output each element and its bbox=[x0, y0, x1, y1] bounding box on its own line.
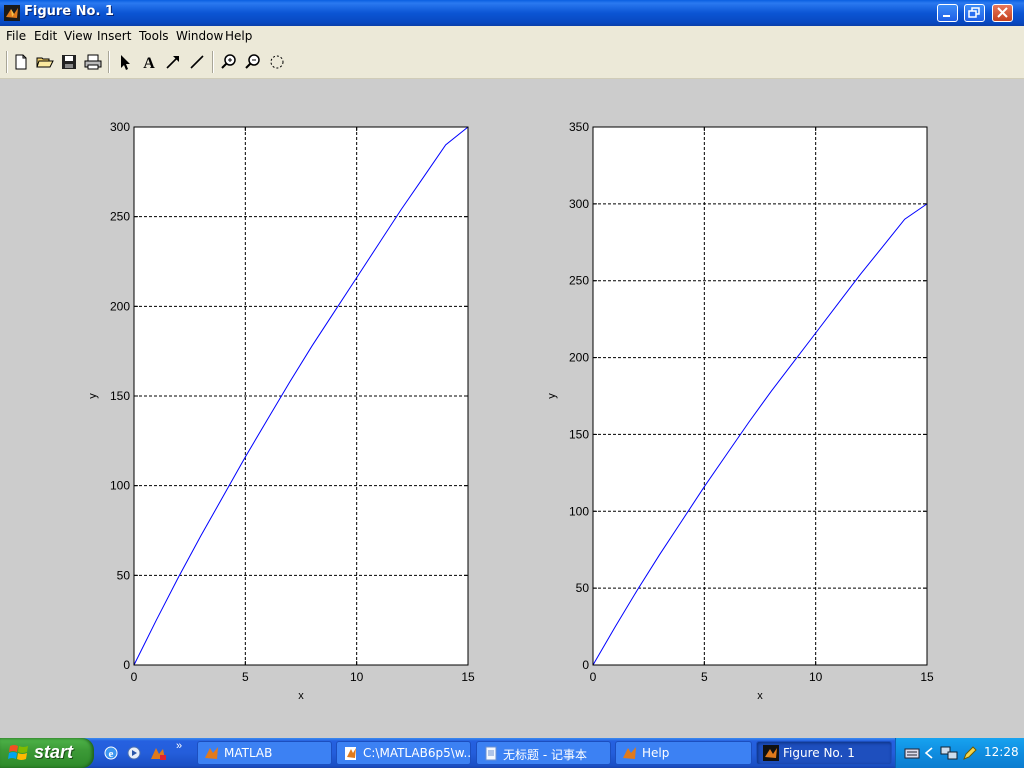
taskbar-button-editor[interactable]: C:\MATLAB6p5\w... bbox=[336, 741, 471, 765]
menu-bar: File Edit View Insert Tools Window Help bbox=[0, 26, 1024, 46]
y-tick-label: 250 bbox=[110, 210, 130, 224]
print-icon[interactable] bbox=[83, 52, 103, 72]
matlab-help-icon bbox=[623, 747, 636, 759]
start-label: start bbox=[34, 742, 74, 762]
save-icon[interactable] bbox=[59, 52, 79, 72]
open-folder-icon[interactable] bbox=[35, 52, 55, 72]
matlab-logo-icon bbox=[4, 5, 20, 21]
x-tick-label: 15 bbox=[461, 670, 475, 684]
menu-edit[interactable]: Edit bbox=[34, 29, 58, 43]
taskbar-button-label: 无标题 - 记事本 bbox=[503, 748, 587, 762]
taskbar-button-label: C:\MATLAB6p5\w... bbox=[363, 746, 471, 760]
taskbar-button-label: Help bbox=[642, 746, 670, 760]
ie-icon[interactable]: e bbox=[103, 745, 119, 761]
system-tray: 12:28 bbox=[895, 738, 1024, 768]
y-tick-label: 300 bbox=[110, 120, 130, 134]
menu-view[interactable]: View bbox=[64, 29, 93, 43]
close-icon bbox=[997, 7, 1008, 18]
insert-line-icon[interactable] bbox=[187, 52, 207, 72]
toolbar-grip bbox=[6, 51, 8, 73]
matlab-icon bbox=[205, 747, 218, 759]
y-tick-label: 100 bbox=[110, 479, 130, 493]
x-axis-label: x bbox=[298, 690, 304, 702]
restore-button[interactable] bbox=[964, 4, 985, 22]
y-tick-label: 350 bbox=[569, 120, 589, 134]
taskbar-overflow-chevron-icon[interactable]: » bbox=[176, 740, 183, 752]
title-bar[interactable]: Figure No. 1 bbox=[0, 0, 1024, 26]
insert-arrow-icon[interactable] bbox=[163, 52, 183, 72]
outlook-icon[interactable] bbox=[149, 745, 167, 761]
minimize-icon bbox=[943, 15, 950, 17]
insert-text-icon[interactable]: A bbox=[139, 52, 159, 72]
media-player-icon[interactable] bbox=[126, 745, 142, 761]
x-tick-label: 5 bbox=[701, 670, 708, 684]
zoom-out-icon[interactable] bbox=[243, 52, 263, 72]
restore-icon bbox=[968, 7, 980, 18]
toolbar-separator bbox=[108, 51, 110, 73]
axes-frame bbox=[592, 126, 928, 666]
minimize-button[interactable] bbox=[937, 4, 958, 22]
x-tick-label: 0 bbox=[131, 670, 138, 684]
pen-tool-icon[interactable] bbox=[962, 745, 978, 761]
y-tick-label: 300 bbox=[569, 197, 589, 211]
data-line bbox=[592, 203, 928, 666]
x-tick-label: 0 bbox=[590, 670, 597, 684]
taskbar-button-figure[interactable]: Figure No. 1 bbox=[756, 741, 892, 765]
zoom-in-icon[interactable] bbox=[219, 52, 239, 72]
y-tick-label: 250 bbox=[569, 274, 589, 288]
start-button[interactable]: start bbox=[0, 738, 94, 768]
windows-logo-icon bbox=[8, 745, 28, 760]
x-tick-label: 15 bbox=[920, 670, 934, 684]
y-tick-label: 200 bbox=[110, 299, 130, 313]
tray-clock: 12:28 bbox=[984, 745, 1019, 759]
y-axis-label: y bbox=[546, 393, 558, 399]
svg-text:e: e bbox=[109, 748, 114, 760]
toolbar-separator bbox=[212, 51, 214, 73]
data-line bbox=[133, 126, 469, 666]
x-tick-label: 10 bbox=[350, 670, 364, 684]
y-axis-label: y bbox=[87, 393, 99, 399]
menu-file[interactable]: File bbox=[6, 29, 27, 43]
tray-expand-chevron-icon[interactable] bbox=[924, 747, 934, 759]
menu-tools[interactable]: Tools bbox=[139, 29, 169, 43]
taskbar-button-help[interactable]: Help bbox=[615, 741, 752, 765]
y-tick-label: 150 bbox=[569, 427, 589, 441]
menu-window[interactable]: Window bbox=[176, 29, 224, 43]
rotate-3d-icon[interactable] bbox=[267, 52, 287, 72]
y-tick-label: 150 bbox=[110, 389, 130, 403]
taskbar-button-matlab[interactable]: MATLAB bbox=[197, 741, 332, 765]
new-file-icon[interactable] bbox=[11, 52, 31, 72]
y-tick-label: 200 bbox=[569, 351, 589, 365]
keyboard-icon[interactable] bbox=[904, 746, 920, 760]
x-tick-label: 5 bbox=[242, 670, 249, 684]
taskbar-button-label: MATLAB bbox=[224, 746, 273, 760]
figure-toolbar: A bbox=[0, 46, 1024, 79]
matlab-editor-icon bbox=[345, 747, 356, 760]
plot-area bbox=[593, 127, 927, 665]
select-arrow-icon[interactable] bbox=[115, 52, 135, 72]
taskbar-button-notepad[interactable]: 无标题 - 记事本 bbox=[476, 741, 611, 765]
network-icon[interactable] bbox=[940, 745, 958, 761]
matlab-figure-icon bbox=[763, 745, 779, 761]
y-tick-label: 0 bbox=[123, 658, 130, 672]
y-tick-label: 0 bbox=[582, 658, 589, 672]
menu-help[interactable]: Help bbox=[225, 29, 253, 43]
svg-text:A: A bbox=[143, 55, 155, 72]
y-tick-label: 50 bbox=[576, 581, 590, 595]
y-tick-label: 50 bbox=[117, 568, 131, 582]
menu-insert[interactable]: Insert bbox=[97, 29, 132, 43]
notepad-icon bbox=[485, 746, 497, 761]
x-axis-label: x bbox=[757, 690, 763, 702]
axes-frame bbox=[133, 126, 469, 666]
taskbar-button-label: Figure No. 1 bbox=[783, 746, 855, 760]
close-button[interactable] bbox=[992, 4, 1013, 22]
y-tick-label: 100 bbox=[569, 504, 589, 518]
windows-taskbar: start e » MATLAB C:\MATLAB6p5\w... 无标题 -… bbox=[0, 738, 1024, 768]
window-title: Figure No. 1 bbox=[24, 4, 114, 19]
x-tick-label: 10 bbox=[809, 670, 823, 684]
